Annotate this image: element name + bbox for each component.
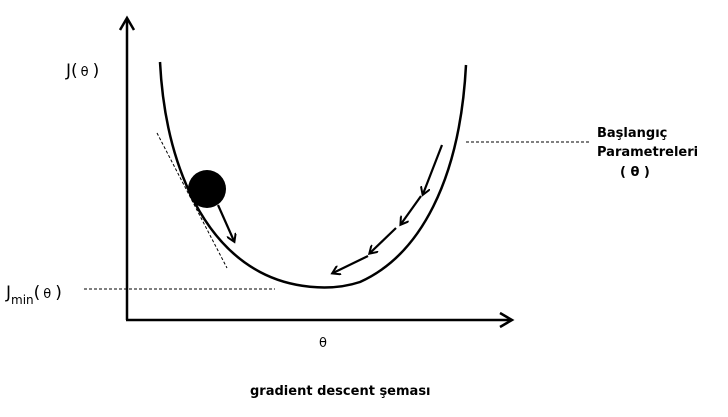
ball [188,170,226,208]
x-axis-arrowhead [499,311,515,329]
x-axis-label: θ [319,336,327,351]
descent-arrow-2 [401,195,422,224]
descent-arrow-3 [370,227,397,253]
y-axis-label-theta: θ [81,65,89,80]
cost-curve [158,61,468,289]
jmin-label-theta: θ [43,287,51,302]
diagram-caption: gradient descent şeması [250,384,431,399]
jmin-label-sub: min [11,293,34,307]
descent-arrow-1 [423,144,444,194]
start-params-line1: Başlangıç [597,126,667,141]
ball-arrow [216,204,234,241]
y-axis-arrowhead [118,15,136,31]
jmin-label-J: J [5,283,11,303]
start-params-theta: ( θ ) [620,165,650,180]
jmin-label-open: ( [34,283,41,303]
start-params-line2: Parametreleri [597,145,698,160]
jmin-label-close: ) [55,283,62,303]
y-axis-label-prefix: J( [65,61,78,81]
jmin-label: Jmin(θ) [5,283,62,307]
y-axis-label-suffix: ) [93,61,100,81]
descent-arrow-4 [333,255,369,273]
y-axis-label: J(θ) [65,61,99,81]
